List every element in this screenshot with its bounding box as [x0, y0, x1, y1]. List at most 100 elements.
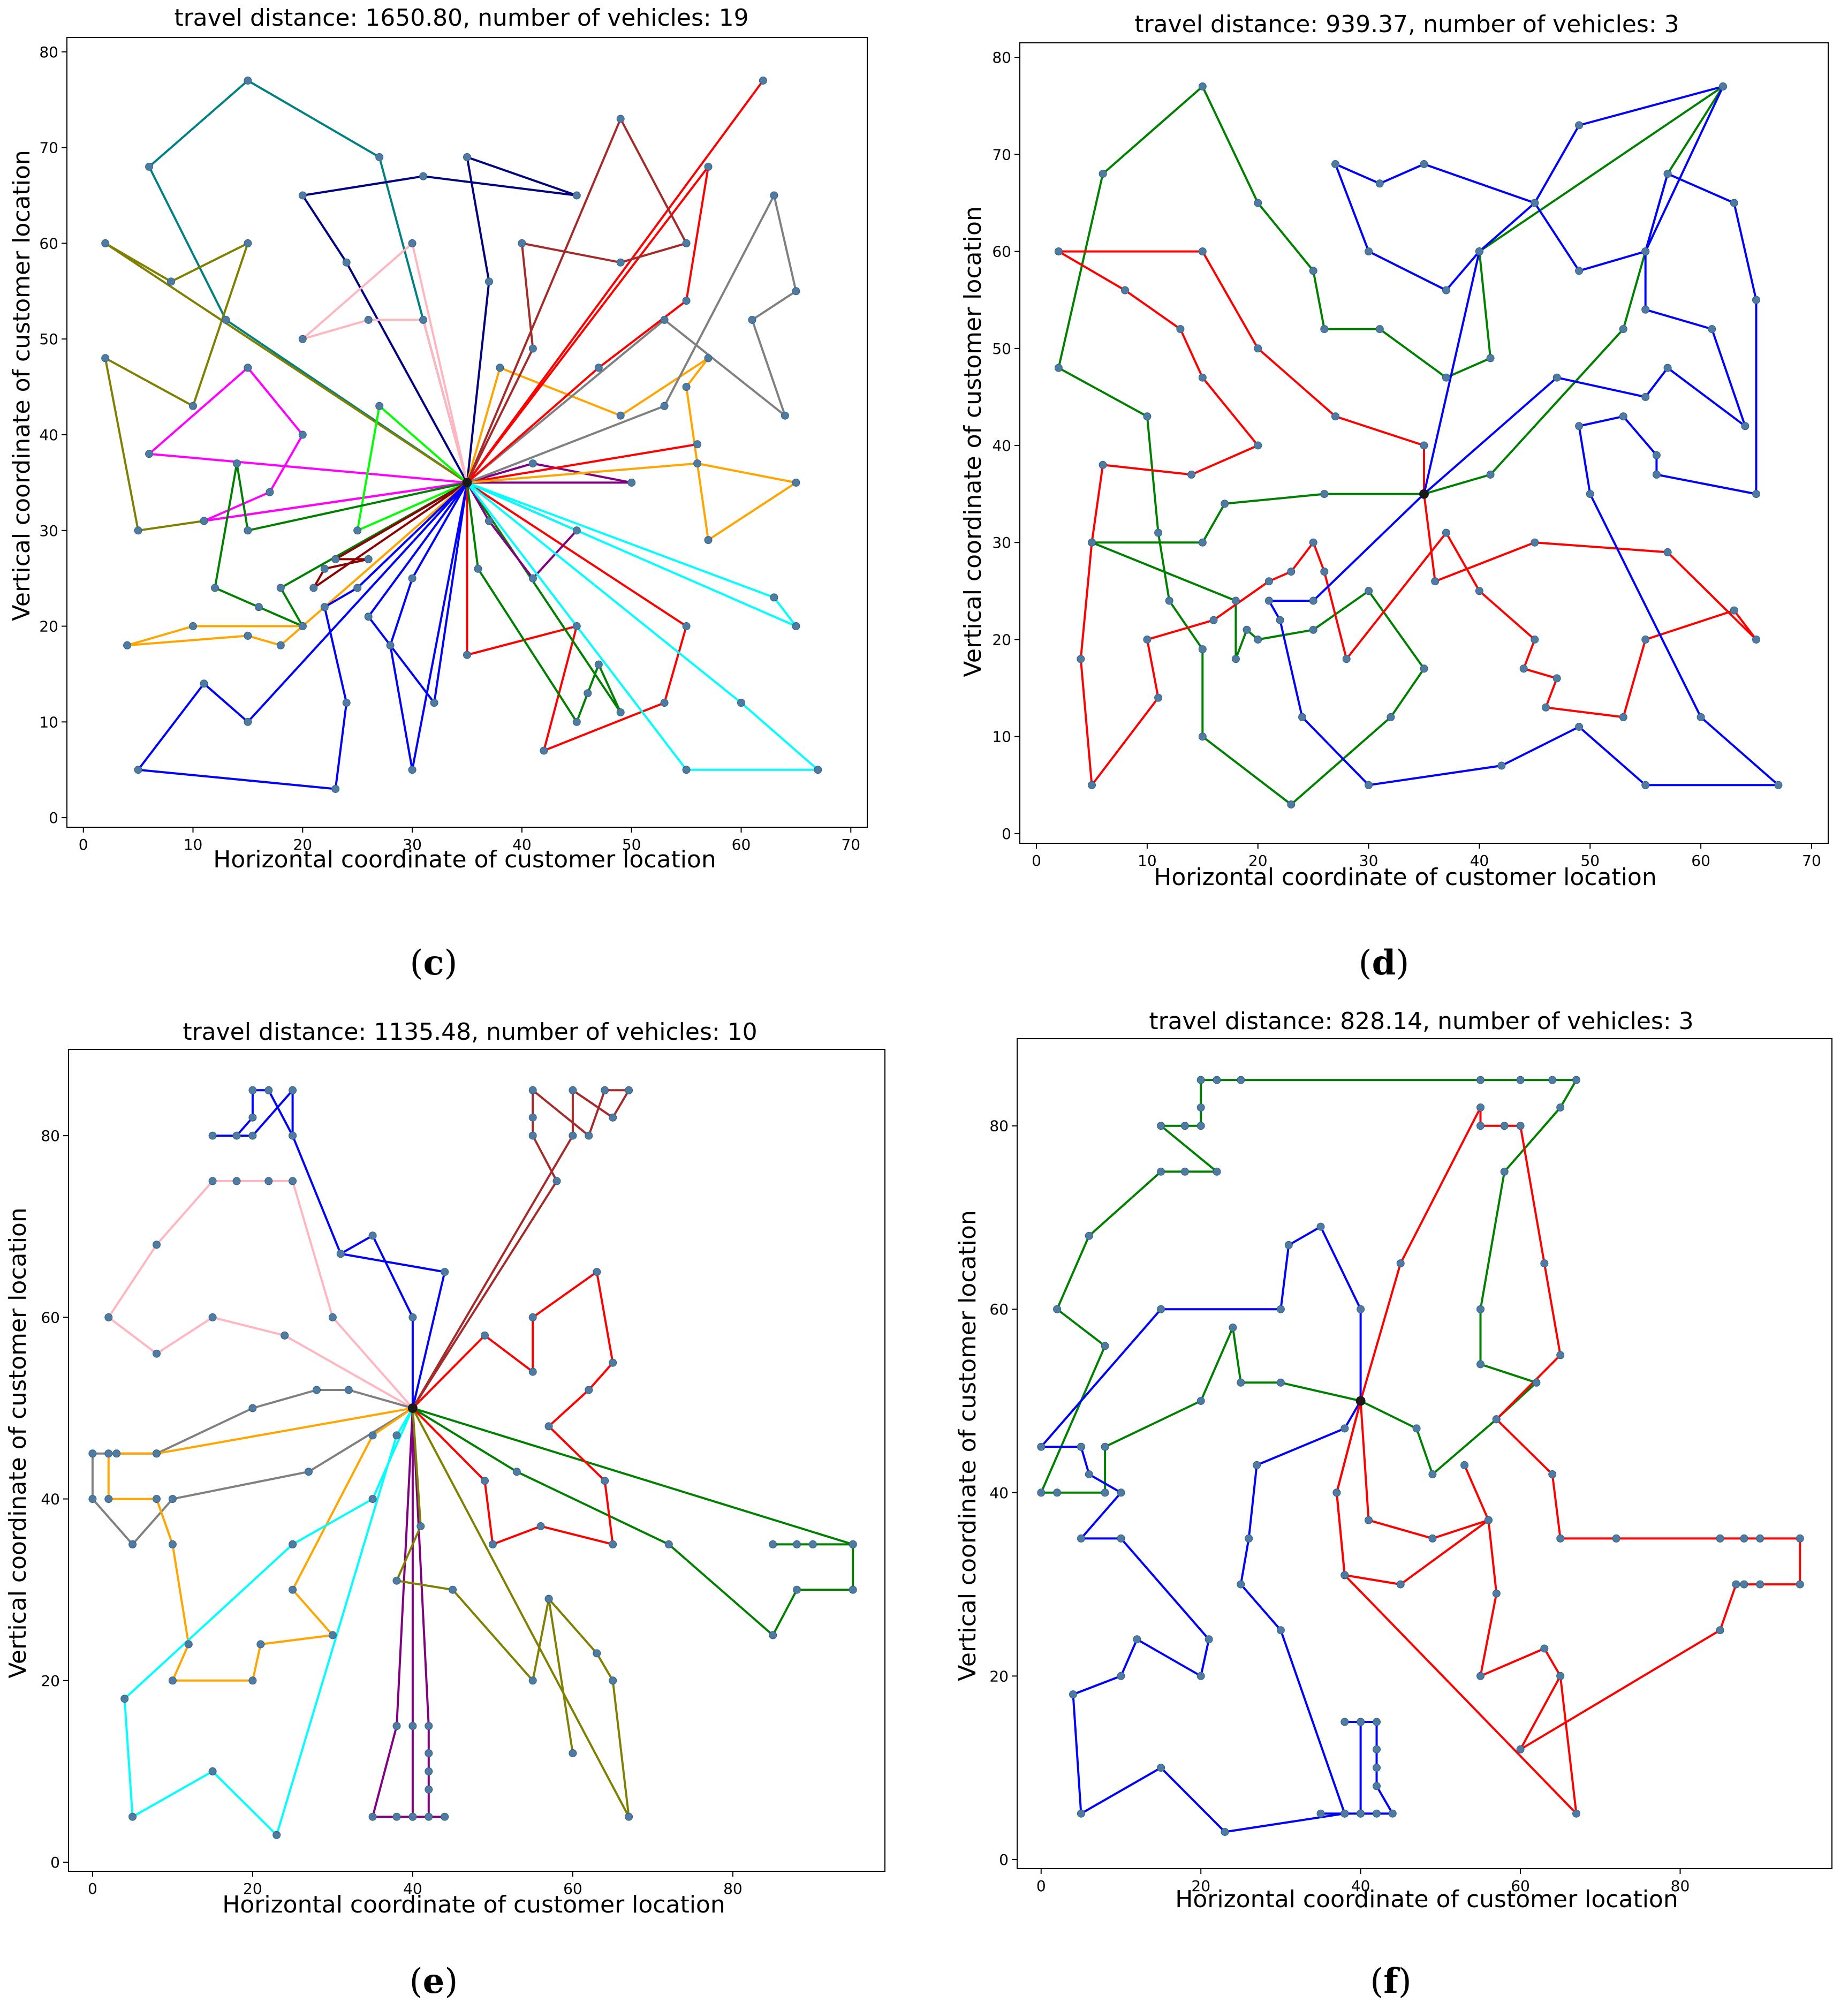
customer-point — [485, 517, 493, 525]
customer-point — [1069, 1690, 1077, 1699]
customer-point — [1475, 587, 1483, 595]
route-line — [412, 1089, 630, 1409]
panel-title: travel distance: 939.37, number of vehic… — [1134, 11, 1679, 38]
x-tick-label: 30 — [403, 836, 422, 853]
customer-point — [1516, 1122, 1525, 1130]
customer-point — [1053, 1488, 1062, 1497]
y-tick-label: 80 — [992, 49, 1011, 66]
customer-point — [1331, 412, 1339, 421]
customer-point — [1741, 422, 1749, 430]
customer-point — [593, 1649, 601, 1658]
customer-point — [1264, 596, 1273, 605]
customer-point — [189, 402, 197, 410]
y-tick-label: 20 — [41, 1672, 60, 1690]
customer-point — [1373, 1745, 1381, 1753]
customer-point — [1388, 1809, 1397, 1818]
customer-point — [244, 631, 252, 640]
route-line — [367, 482, 468, 704]
y-tick-label: 10 — [992, 728, 1011, 746]
customer-point — [320, 603, 329, 611]
route-line — [1334, 85, 1724, 495]
panel-e: travel distance: 1135.48, number of vehi… — [4, 1018, 885, 2001]
customer-point — [1373, 1718, 1381, 1726]
x-tick-label: 20 — [1191, 1877, 1210, 1895]
customer-point — [1213, 1167, 1221, 1176]
customer-point — [1641, 781, 1650, 789]
customer-point — [298, 335, 307, 343]
customer-point — [616, 115, 625, 123]
customer-point — [1154, 528, 1163, 537]
customer-point — [1196, 1103, 1205, 1112]
customer-point — [1298, 713, 1306, 721]
customer-point — [1309, 267, 1317, 275]
customer-point — [1719, 82, 1727, 90]
customer-point — [1243, 625, 1251, 634]
customer-point — [1619, 325, 1627, 334]
y-tick-label: 0 — [1002, 825, 1011, 843]
customer-point — [211, 584, 219, 592]
customer-point — [769, 1540, 777, 1548]
customer-point — [1085, 1470, 1093, 1478]
customer-point — [1442, 528, 1450, 537]
customer-point — [336, 1250, 345, 1258]
customer-point — [298, 191, 307, 200]
customer-point — [441, 1268, 449, 1276]
customer-point — [609, 1540, 617, 1548]
customer-point — [572, 717, 581, 726]
customer-point — [1085, 1231, 1093, 1240]
customer-point — [528, 574, 537, 583]
customer-point — [1431, 577, 1440, 586]
customer-point — [660, 402, 669, 410]
customer-point — [594, 660, 603, 669]
customer-point — [1157, 1764, 1165, 1772]
y-tick-label: 40 — [992, 437, 1011, 455]
customer-point — [1196, 1672, 1205, 1680]
customer-point — [1205, 1635, 1213, 1644]
customer-point — [289, 1086, 297, 1094]
customer-point — [392, 1431, 401, 1440]
customer-point — [1641, 247, 1650, 256]
customer-point — [1641, 305, 1650, 314]
customer-point — [552, 1177, 561, 1185]
customer-point — [1556, 1351, 1565, 1359]
customer-point — [814, 766, 822, 774]
customer-point — [1556, 1103, 1565, 1112]
customer-point — [1652, 451, 1661, 459]
customer-point — [1365, 781, 1373, 789]
customer-point — [540, 746, 548, 755]
customer-point — [289, 1177, 297, 1185]
customer-point — [264, 1086, 273, 1094]
customer-point — [222, 315, 230, 324]
customer-point — [625, 1812, 633, 1821]
customer-point — [569, 1131, 577, 1140]
customer-point — [748, 315, 756, 324]
customer-point — [145, 450, 154, 458]
customer-point — [1476, 1305, 1485, 1313]
customer-point — [430, 699, 438, 707]
customer-point — [1492, 1589, 1501, 1598]
customer-point — [528, 344, 537, 353]
customer-point — [1037, 1442, 1046, 1451]
customer-point — [572, 526, 581, 535]
customer-point — [1198, 82, 1207, 90]
route-line — [104, 242, 468, 532]
customer-point — [309, 584, 318, 592]
customer-point — [449, 1585, 457, 1594]
customer-point — [1332, 1488, 1341, 1497]
customer-point — [704, 162, 713, 171]
customer-point — [1420, 160, 1428, 168]
panel-title: travel distance: 1650.80, number of vehi… — [174, 4, 748, 32]
customer-point — [419, 172, 428, 180]
customer-point — [1428, 1470, 1437, 1478]
customer-point — [416, 1522, 425, 1530]
customer-point — [289, 1585, 297, 1594]
customer-point — [1276, 1378, 1285, 1387]
customer-point — [769, 1631, 777, 1639]
customer-point — [1460, 1461, 1469, 1469]
customer-point — [1053, 1305, 1062, 1313]
customer-point — [128, 1540, 137, 1548]
customer-point — [512, 1468, 521, 1476]
customer-point — [1165, 596, 1173, 605]
customer-point — [682, 383, 691, 391]
customer-point — [528, 1367, 537, 1376]
